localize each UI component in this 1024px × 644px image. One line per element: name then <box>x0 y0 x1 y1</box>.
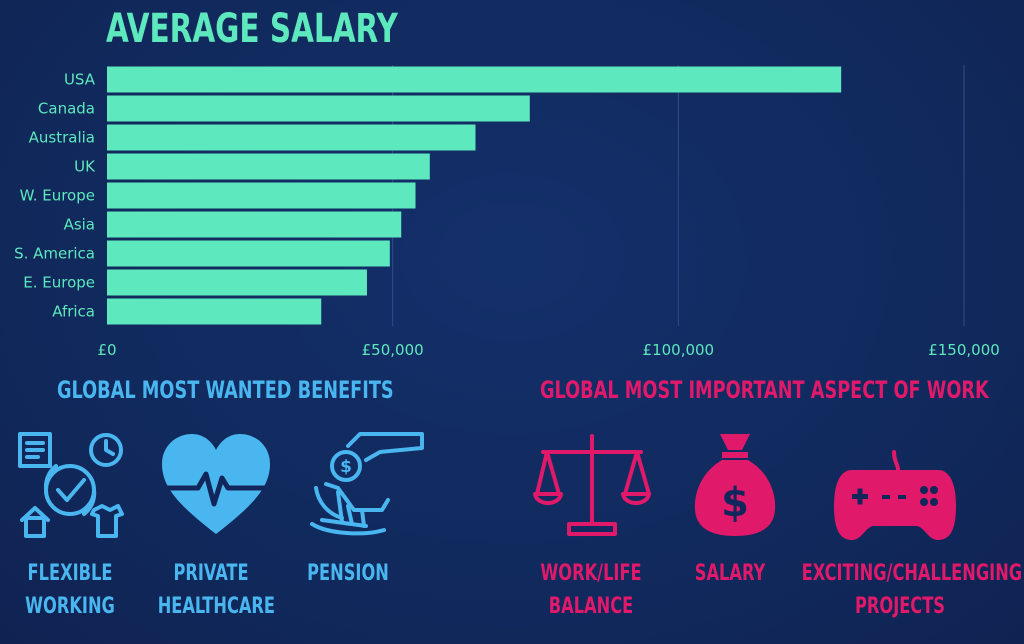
category-label: E. Europe <box>23 274 95 292</box>
category-label: Africa <box>52 303 95 321</box>
bar-s-america <box>107 240 390 267</box>
label-line: PENSION <box>307 561 389 586</box>
money-bag-icon: $ <box>694 434 776 536</box>
chart-title: AVERAGE SALARY <box>106 6 398 52</box>
bar-usa <box>107 66 842 93</box>
heart-pulse-icon <box>162 434 270 534</box>
aspect-label-work-life-balance: WORK/LIFE BALANCE <box>538 557 645 623</box>
x-tick-label: £50,000 <box>362 341 424 359</box>
x-tick-label: £100,000 <box>643 341 715 359</box>
bar-australia <box>107 124 476 151</box>
bar-canada <box>107 95 530 122</box>
label-line: PROJECTS <box>855 594 945 619</box>
bar-africa <box>107 298 322 325</box>
benefit-label-flexible-working: FLEXIBLE WORKING <box>21 557 119 623</box>
category-label: S. America <box>14 245 95 263</box>
x-tick-label: £0 <box>97 341 116 359</box>
label-line: WORKING <box>25 594 115 619</box>
aspect-label-salary: SALARY <box>681 557 779 590</box>
scales-icon <box>533 434 651 536</box>
label-line: FLEXIBLE <box>27 561 113 586</box>
category-label: Asia <box>64 216 95 234</box>
x-tick-label: £150,000 <box>928 341 1000 359</box>
bar-w-europe <box>107 182 416 209</box>
bar-uk <box>107 153 430 180</box>
benefit-label-pension: PENSION <box>299 557 397 590</box>
label-line: HEALTHCARE <box>157 594 276 619</box>
label-line: PRIVATE <box>173 561 249 586</box>
gamepad-icon <box>834 450 956 540</box>
benefit-label-private-healthcare: PRIVATE HEALTHCARE <box>157 557 276 623</box>
pension-icon: $ <box>310 432 424 536</box>
label-line: BALANCE <box>548 594 634 619</box>
category-label: Australia <box>29 129 95 147</box>
svg-text:$: $ <box>340 457 352 477</box>
aspects-heading: GLOBAL MOST IMPORTANT ASPECT OF WORK <box>540 376 989 404</box>
benefits-heading: GLOBAL MOST WANTED BENEFITS <box>57 376 394 404</box>
bar-asia <box>107 211 402 238</box>
label-line: EXCITING/CHALLENGING <box>801 561 1023 586</box>
flexible-working-icon <box>18 432 124 538</box>
category-label: W. Europe <box>20 187 95 205</box>
category-label: USA <box>64 71 96 89</box>
category-label: Canada <box>38 100 95 118</box>
label-line: WORK/LIFE <box>540 561 642 586</box>
category-label: UK <box>74 158 96 176</box>
svg-text:$: $ <box>721 480 749 526</box>
label-line: SALARY <box>694 561 766 586</box>
salary-bar-chart: USA Canada Australia UK W. Europe Asia S. Amer… <box>14 65 1000 359</box>
bar-e-europe <box>107 269 367 296</box>
aspect-label-exciting-projects: EXCITING/CHALLENGING PROJECTS <box>801 557 1023 623</box>
